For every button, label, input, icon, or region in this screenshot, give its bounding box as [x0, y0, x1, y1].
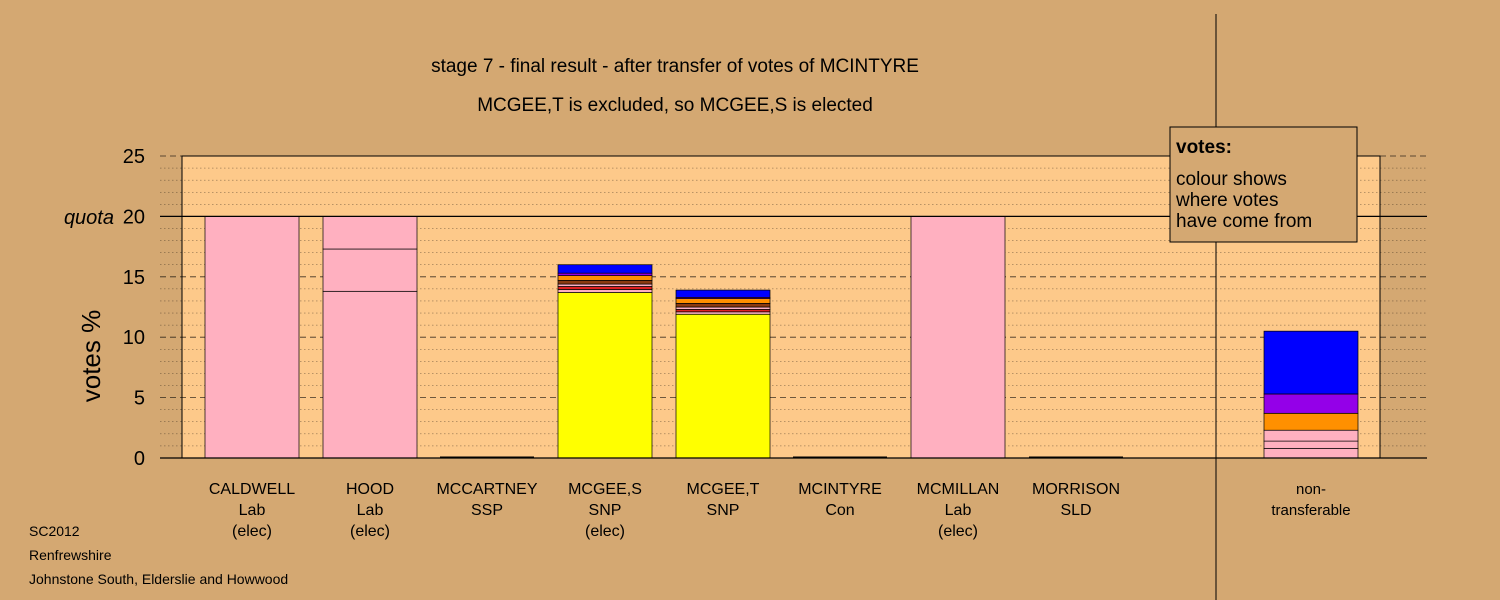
bar-segment [557, 283, 653, 287]
footer-line-3: Johnstone South, Elderslie and Howwood [29, 571, 288, 587]
x-tick-label: (elec) [938, 523, 978, 540]
bar-segment [557, 286, 653, 290]
quota-label: quota [64, 207, 114, 229]
legend-line-3: have come from [1176, 211, 1312, 232]
bar-segment [1263, 429, 1359, 442]
x-tick-label: MCGEE,S [568, 481, 642, 498]
bar-segment [675, 309, 771, 313]
x-tick-label: Lab [357, 502, 384, 519]
x-axis-labels: CALDWELL Lab (elec) HOOD Lab (elec) MCCARTNEY S… [209, 481, 1351, 540]
y-axis-ticks: 0 5 10 15 20 25 [123, 146, 145, 470]
x-tick-label: Lab [239, 502, 266, 519]
bar-segment [557, 292, 653, 459]
bars [204, 216, 1359, 459]
bar-segment [910, 216, 1006, 459]
bar-segment [322, 248, 418, 292]
legend: votes: colour shows where votes have com… [1169, 126, 1358, 243]
bar-segment [1263, 393, 1359, 414]
bar-segment [675, 298, 771, 304]
x-tick-label: transferable [1271, 502, 1350, 519]
y-tick-label: 25 [123, 146, 145, 168]
legend-line-2: where votes [1175, 190, 1278, 211]
y-tick-label: 20 [123, 206, 145, 228]
x-tick-label: MCGEE,T [687, 481, 760, 498]
bar-segment [557, 264, 653, 274]
legend-line-1: colour shows [1176, 169, 1287, 190]
x-tick-label: (elec) [585, 523, 625, 540]
y-axis-label: votes % [76, 310, 106, 403]
bar-segment [322, 290, 418, 459]
bar-segment [322, 216, 418, 250]
bar-segment [675, 311, 771, 315]
bar-segment [1263, 440, 1359, 449]
x-tick-label: (elec) [350, 523, 390, 540]
bar-segment [675, 289, 771, 298]
x-tick-label: HOOD [346, 481, 394, 498]
y-tick-label: 5 [134, 388, 145, 410]
bar-segment [557, 280, 653, 285]
x-tick-label: non- [1296, 481, 1326, 498]
y-tick-label: 0 [134, 448, 145, 470]
x-tick-label: SSP [471, 502, 503, 519]
x-tick-label: SLD [1060, 502, 1091, 519]
bar-segment [204, 216, 300, 459]
x-tick-label: MCCARTNEY [436, 481, 537, 498]
bar-segment [675, 313, 771, 459]
footer: SC2012 Renfrewshire Johnstone South, Eld… [29, 523, 288, 587]
x-tick-label: Con [825, 502, 854, 519]
legend-title: votes: [1176, 137, 1232, 158]
bar-segment [557, 275, 653, 281]
bar-segment [1263, 447, 1359, 459]
x-tick-label: MCMILLAN [917, 481, 1000, 498]
x-tick-label: SNP [589, 502, 622, 519]
bar-segment [1263, 412, 1359, 431]
footer-line-2: Renfrewshire [29, 547, 112, 563]
legend-box [1169, 126, 1358, 243]
chart-title: stage 7 - final result - after transfer … [431, 56, 919, 77]
x-tick-label: MORRISON [1032, 481, 1120, 498]
chart-subtitle: MCGEE,T is excluded, so MCGEE,S is elect… [477, 95, 873, 116]
y-tick-label: 10 [123, 327, 145, 349]
y-tick-label: 15 [123, 267, 145, 289]
bar-segment [1263, 330, 1359, 395]
bar-segment [675, 306, 771, 310]
x-tick-label: CALDWELL [209, 481, 295, 498]
x-tick-label: Lab [945, 502, 972, 519]
x-tick-label: (elec) [232, 523, 272, 540]
bar-segment [675, 303, 771, 308]
footer-line-1: SC2012 [29, 523, 80, 539]
x-tick-label: MCINTYRE [798, 481, 882, 498]
x-tick-label: SNP [707, 502, 740, 519]
bar-segment [557, 272, 653, 276]
bar-segment [557, 289, 653, 293]
